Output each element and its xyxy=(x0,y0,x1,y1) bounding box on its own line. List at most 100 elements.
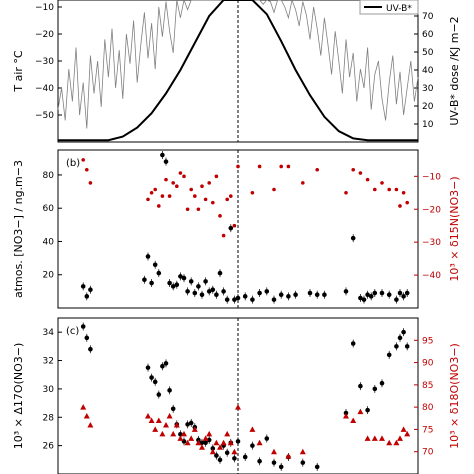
data-point-black xyxy=(217,457,223,463)
series-line-uvb xyxy=(58,0,418,142)
data-point-black xyxy=(214,453,219,458)
right-tick-label: 70 xyxy=(422,12,434,22)
data-point-black xyxy=(365,292,370,297)
data-point-red-star xyxy=(301,181,305,185)
data-point-black xyxy=(343,410,349,416)
data-point-black xyxy=(235,439,241,444)
right-tick-label: 95 xyxy=(422,336,433,346)
data-point-black xyxy=(203,279,208,284)
data-point-black xyxy=(350,235,356,241)
data-point-red-triangle xyxy=(227,439,234,446)
right-tick-label: −30 xyxy=(422,238,441,248)
data-point-red-triangle xyxy=(152,426,159,432)
data-point-black xyxy=(394,344,399,349)
data-point-red-star xyxy=(344,190,348,195)
left-axis-label: 10³ × Δ17O(NO3−) xyxy=(12,343,25,449)
data-point-black xyxy=(203,440,208,446)
data-point-red-triangle xyxy=(145,413,151,419)
right-tick-label: 10 xyxy=(422,120,434,130)
data-point-red-star xyxy=(229,194,233,198)
data-point-red-star xyxy=(279,164,284,169)
data-point-black xyxy=(228,225,234,231)
data-point-black xyxy=(170,406,176,412)
data-point-red-triangle xyxy=(271,448,277,455)
data-point-black xyxy=(394,297,399,302)
data-point-black xyxy=(300,460,306,465)
data-point-red-triangle xyxy=(350,417,357,424)
panel-frame-1 xyxy=(57,149,419,309)
data-point-red-triangle xyxy=(285,453,292,459)
right-tick-label: −10 xyxy=(422,172,441,182)
data-point-black xyxy=(80,284,86,289)
right-tick-label: 70 xyxy=(422,448,434,458)
data-point-black xyxy=(314,292,320,297)
data-point-black xyxy=(214,292,219,297)
data-point-red-star xyxy=(85,167,89,172)
right-tick-label: −20 xyxy=(422,205,441,215)
data-point-red-triangle xyxy=(343,413,349,419)
data-point-black xyxy=(232,297,237,302)
right-tick-label: 20 xyxy=(422,102,434,112)
data-point-black xyxy=(145,365,151,370)
data-point-red-triangle xyxy=(163,421,169,428)
data-point-black xyxy=(365,407,370,413)
data-point-red-triangle xyxy=(249,426,256,432)
data-point-black xyxy=(358,295,363,301)
data-point-black xyxy=(221,289,226,294)
data-point-red-triangle xyxy=(256,439,263,446)
data-point-black xyxy=(242,454,248,460)
data-point-black xyxy=(206,289,212,294)
plot-layer: −10 −20 −30 −40 −50 10 20 30 40 50 60 70 T air °C UV-… xyxy=(12,0,461,474)
data-point-red-triangle xyxy=(235,404,241,410)
data-point-black xyxy=(368,294,374,299)
data-point-red-triangle xyxy=(393,439,400,446)
data-point-black xyxy=(286,294,291,299)
data-point-red-triangle xyxy=(379,435,385,441)
data-point-black xyxy=(314,464,320,470)
right-axis-label: 10³ × δ15N(NO3−) xyxy=(448,176,461,281)
data-point-black xyxy=(307,290,313,296)
data-point-black xyxy=(232,456,237,461)
data-point-black xyxy=(210,446,216,451)
data-point-black xyxy=(210,287,216,293)
data-point-red-star xyxy=(193,194,197,198)
data-point-black xyxy=(185,289,190,294)
data-point-red-star xyxy=(160,194,165,198)
data-point-black xyxy=(257,290,262,296)
left-tick-label: 34 xyxy=(43,328,55,338)
data-point-black xyxy=(397,290,403,296)
data-point-black xyxy=(217,270,223,276)
data-point-red-triangle xyxy=(83,413,90,419)
data-point-red-star xyxy=(257,164,262,169)
data-point-red-triangle xyxy=(199,444,205,450)
right-tick-label: 85 xyxy=(422,381,433,391)
data-point-red-star xyxy=(250,190,255,195)
data-point-red-triangle xyxy=(166,413,173,419)
data-point-red-star xyxy=(157,204,161,208)
data-point-black xyxy=(372,290,378,296)
data-point-red-star xyxy=(401,190,406,195)
left-axis-label: T air °C xyxy=(12,50,25,93)
data-point-red-triangle xyxy=(397,435,403,441)
data-point-red-triangle xyxy=(224,430,231,437)
data-point-red-triangle xyxy=(400,426,407,432)
data-point-black xyxy=(163,159,169,164)
data-point-black xyxy=(242,294,248,299)
data-point-black xyxy=(278,464,284,470)
data-point-black xyxy=(250,443,255,448)
left-tick-label: −40 xyxy=(35,84,54,94)
left-tick-label: −50 xyxy=(35,111,54,121)
data-point-black xyxy=(199,292,205,297)
data-point-red-triangle xyxy=(181,430,187,437)
left-tick-label: 26 xyxy=(43,442,55,452)
data-point-black xyxy=(192,290,198,296)
data-point-black xyxy=(397,335,403,341)
data-point-red-triangle xyxy=(209,448,216,455)
data-point-black xyxy=(293,292,298,297)
data-point-black xyxy=(350,341,356,346)
right-tick-label: 50 xyxy=(422,48,434,58)
data-point-black xyxy=(343,289,349,294)
data-point-red-star xyxy=(211,200,215,205)
data-point-black xyxy=(264,289,270,294)
left-tick-label: 40 xyxy=(43,237,55,247)
